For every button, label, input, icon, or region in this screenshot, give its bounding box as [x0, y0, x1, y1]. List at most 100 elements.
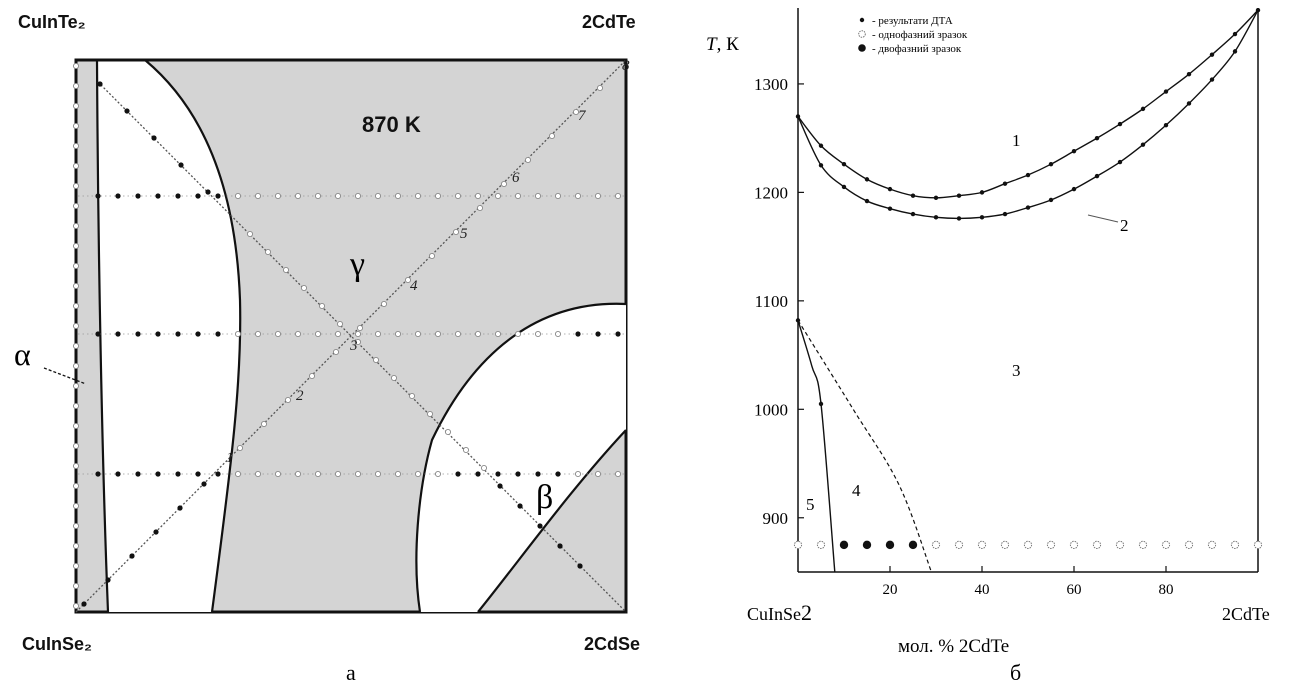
- sample-points: [72, 62, 624, 610]
- corner-label-top-left: CuInTe₂: [18, 12, 86, 32]
- diagonal-sample-two-phase: [153, 529, 159, 535]
- sample-point-single-phase: [434, 192, 442, 200]
- y-tick-label: 1300: [754, 75, 788, 94]
- diagonal-point-label: 2: [296, 388, 304, 404]
- single-phase-sample-point: [1115, 540, 1125, 549]
- diagonal-sample-single-phase: [282, 266, 290, 274]
- edge-sample-point: [72, 62, 80, 70]
- corner-label-bottom-left: CuInSe₂: [22, 634, 92, 654]
- edge-sample-point: [72, 562, 80, 570]
- sample-point-two-phase: [95, 193, 101, 199]
- dta-point: [956, 216, 962, 221]
- dta-point: [1048, 197, 1054, 203]
- diagonal-sample-two-phase: [178, 162, 184, 168]
- sample-point-single-phase: [274, 330, 282, 338]
- diagonal-point-label: 5: [460, 226, 468, 242]
- sample-point-two-phase: [215, 471, 221, 477]
- sample-point-single-phase: [394, 470, 402, 478]
- diagonal-sample-single-phase: [404, 276, 412, 284]
- legend-label-dta: - результати ДТА: [872, 15, 953, 27]
- diagonal-sample-single-phase: [462, 446, 470, 454]
- diagonal-sample-single-phase: [246, 230, 254, 238]
- sample-point-single-phase: [414, 192, 422, 200]
- sample-point-single-phase: [234, 192, 242, 200]
- diagonal-sample-single-phase: [476, 204, 484, 212]
- sample-point-single-phase: [594, 470, 602, 478]
- edge-sample-point: [72, 362, 80, 370]
- edge-sample-point: [72, 222, 80, 230]
- diagonal-sample-single-phase: [308, 372, 316, 380]
- solidus-curve: [797, 9, 1259, 220]
- edge-sample-point: [72, 202, 80, 210]
- edge-sample-point: [72, 182, 80, 190]
- dta-point: [795, 318, 801, 323]
- diagonal-sample-single-phase: [284, 396, 292, 404]
- sample-point-two-phase: [175, 471, 181, 477]
- diagonal-sample-single-phase: [572, 108, 580, 116]
- single-phase-sample-point: [1046, 540, 1056, 549]
- diagonal-point-labels: 1 2 3 4 5 6 7 8: [226, 58, 630, 466]
- diagonal-sample-two-phase: [177, 505, 183, 511]
- sample-point-two-phase: [575, 331, 581, 337]
- sample-point-single-phase: [434, 470, 442, 478]
- sample-point-single-phase: [354, 192, 362, 200]
- diagonal-cuinte2-to-cdse: [97, 81, 627, 613]
- sample-point-single-phase: [574, 470, 582, 478]
- diagonal-sample-two-phase: [205, 189, 211, 195]
- single-phase-sample-point: [1161, 540, 1171, 549]
- sample-point-two-phase: [175, 331, 181, 337]
- sample-point-single-phase: [394, 192, 402, 200]
- legend-marker-single-phase: [858, 30, 866, 38]
- sample-point-single-phase: [414, 470, 422, 478]
- dta-point: [1002, 211, 1008, 217]
- edge-sample-point: [72, 582, 80, 590]
- sample-point-single-phase: [334, 470, 342, 478]
- diagonal-sample-two-phase: [577, 563, 583, 569]
- edge-sample-point: [72, 462, 80, 470]
- sample-point-single-phase: [494, 330, 502, 338]
- y-tick-label: 1200: [754, 183, 788, 202]
- dta-point: [1140, 142, 1146, 147]
- sample-point-two-phase: [135, 193, 141, 199]
- sample-point-two-phase: [115, 471, 121, 477]
- single-phase-sample-point: [1023, 540, 1033, 549]
- dta-point: [841, 184, 847, 190]
- sample-point-single-phase: [274, 470, 282, 478]
- phase-label-gamma: γ: [349, 246, 365, 283]
- sample-point-single-phase: [534, 192, 542, 200]
- sample-point-single-phase: [354, 330, 362, 338]
- edge-sample-point: [72, 482, 80, 490]
- sample-point-single-phase: [494, 192, 502, 200]
- dta-point: [979, 215, 985, 220]
- diagonal-sample-single-phase: [444, 428, 452, 436]
- phase-curves: [797, 9, 1259, 573]
- edge-sample-point: [72, 382, 80, 390]
- diagonal-sample-two-phase: [557, 543, 563, 549]
- single-phase-sample-point: [931, 540, 941, 549]
- edge-sample-point: [72, 262, 80, 270]
- diagonal-sample-single-phase: [390, 374, 398, 382]
- diagonal-sample-single-phase: [354, 338, 362, 346]
- diagonal-sample-single-phase: [356, 324, 364, 332]
- dta-point: [956, 193, 962, 198]
- two-phase-sample-point: [862, 540, 872, 550]
- diagonal-sample-two-phase: [97, 81, 103, 87]
- diagonal-point-label: 8: [622, 58, 630, 74]
- dta-point: [1186, 71, 1192, 77]
- edge-sample-point: [72, 422, 80, 430]
- sample-point-two-phase: [195, 331, 201, 337]
- panel-a-isothermal-section: CuInTe₂ 2CdTe CuInSe₂ 2CdSe 1 2 3 4 5 6 7 8 870…: [14, 12, 640, 684]
- diagonal-point-label: 1: [226, 450, 234, 466]
- sample-point-single-phase: [474, 192, 482, 200]
- edge-sample-point: [72, 102, 80, 110]
- data-points: [793, 7, 1263, 550]
- legend-label-single-phase: - однофазний зразок: [872, 29, 968, 41]
- sample-point-two-phase: [555, 471, 561, 477]
- sample-point-two-phase: [455, 471, 461, 477]
- sample-point-single-phase: [294, 330, 302, 338]
- edge-sample-point: [72, 542, 80, 550]
- sample-point-single-phase: [274, 192, 282, 200]
- dta-point: [1025, 172, 1031, 178]
- section-temperature-label: 870 K: [362, 112, 421, 137]
- sample-point-single-phase: [234, 470, 242, 478]
